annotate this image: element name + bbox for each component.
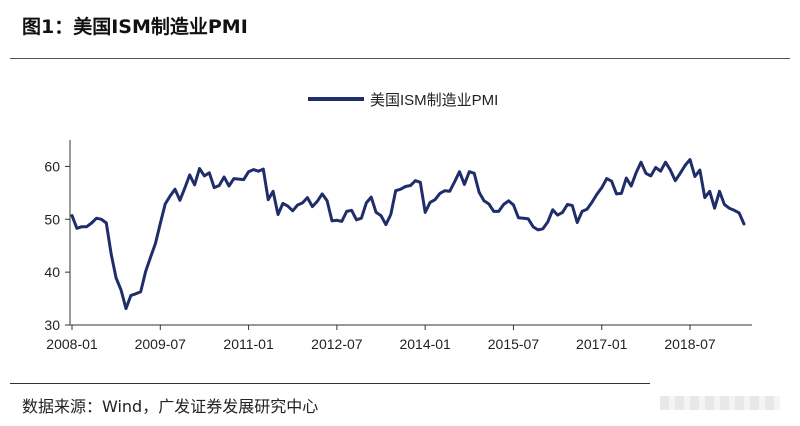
- x-tick-label: 2009-07: [135, 336, 187, 352]
- x-tick-label: 2018-07: [664, 336, 716, 352]
- x-tick-label: 2011-01: [223, 336, 274, 352]
- x-tick-label: 2014-01: [399, 336, 451, 352]
- chart-marks: [70, 158, 746, 311]
- top-divider: [10, 58, 790, 59]
- x-tick-label: 2008-01: [46, 336, 98, 352]
- y-tick-label: 50: [44, 211, 60, 227]
- x-tick-label: 2017-01: [576, 336, 628, 352]
- watermark: [660, 396, 780, 410]
- figure-title: 图1：美国ISM制造业PMI: [22, 16, 248, 38]
- y-tick-label: 30: [44, 317, 60, 333]
- x-tick-label: 2015-07: [488, 336, 540, 352]
- source-note: 数据来源：Wind，广发证券发展研究中心: [22, 397, 319, 416]
- bottom-divider: [10, 383, 650, 384]
- chart-axes: 30 40 50 60 2008-01 2009-07 2011-01 2012-07 2014…: [44, 140, 752, 352]
- chart-legend: 美国ISM制造业PMI: [308, 92, 498, 109]
- x-tick-label: 2012-07: [311, 336, 363, 352]
- y-tick-label: 40: [44, 264, 60, 280]
- y-tick-label: 60: [44, 158, 60, 174]
- legend-label: 美国ISM制造业PMI: [370, 92, 498, 109]
- series-line-ism-pmi: [70, 158, 746, 311]
